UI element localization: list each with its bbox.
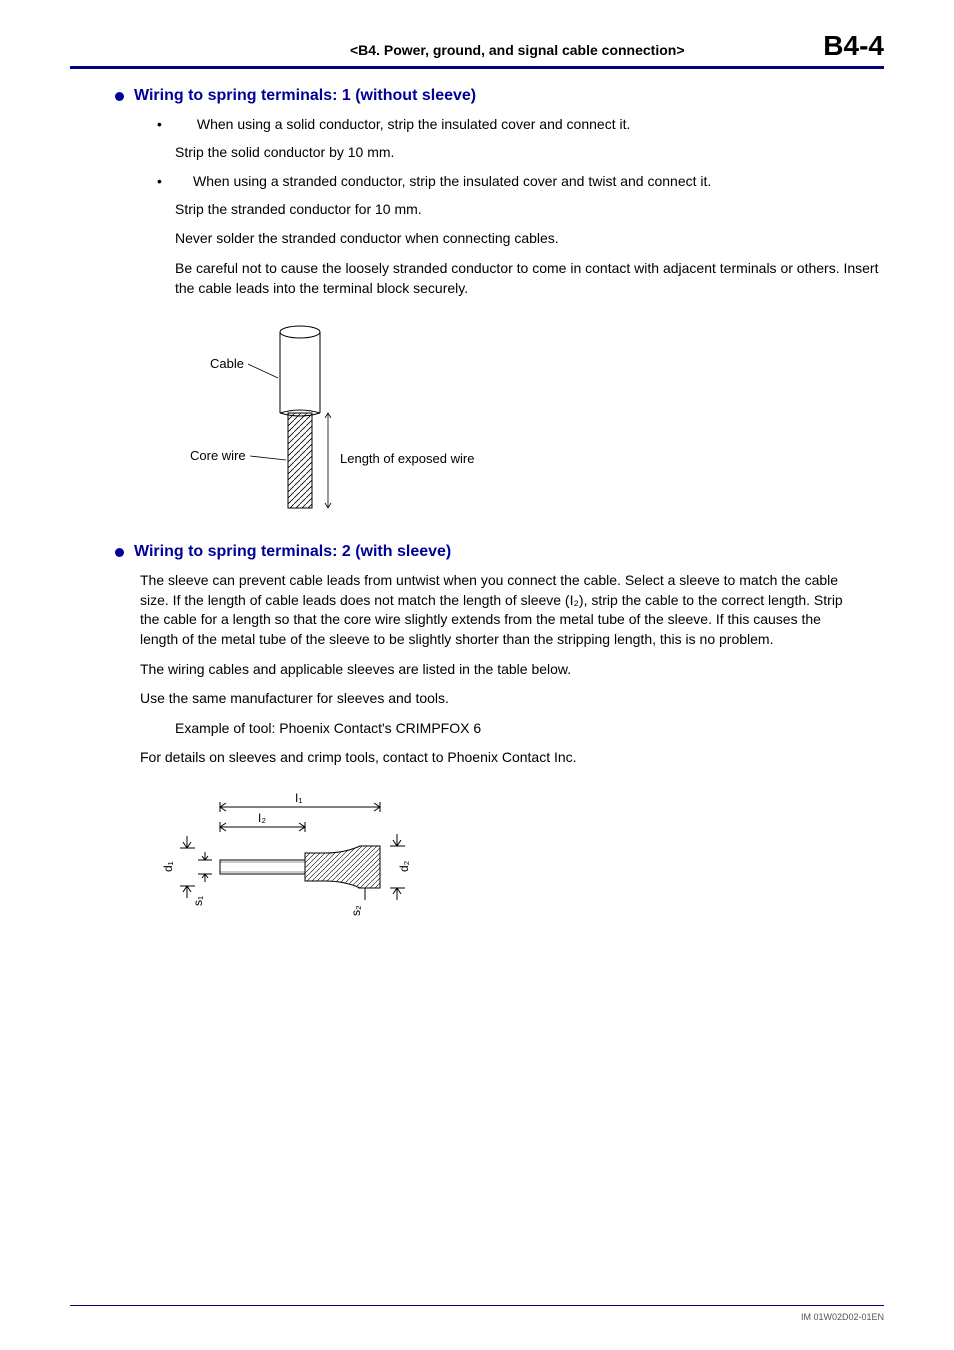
section1-list: • When using a solid conductor, strip th…: [70, 115, 884, 135]
footer-text: IM 01W02D02-01EN: [801, 1312, 884, 1322]
list-item-sub: Strip the stranded conductor for 10 mm.: [175, 200, 884, 220]
label-core: Core wire: [190, 448, 246, 463]
section2-para: The sleeve can prevent cable leads from …: [140, 571, 854, 649]
bullet-dot-icon: •: [175, 172, 193, 192]
section1-title: Wiring to spring terminals: 1 (without s…: [134, 87, 476, 105]
label-d2: d₂: [397, 860, 411, 872]
list-item: •When using a stranded conductor, strip …: [175, 172, 884, 192]
section1-note: Be careful not to cause the loosely stra…: [175, 259, 884, 298]
section1-heading: Wiring to spring terminals: 1 (without s…: [115, 87, 884, 105]
section2-example: Example of tool: Phoenix Contact's CRIMP…: [175, 719, 884, 739]
page-number: B4-4: [823, 30, 884, 62]
list-item-text: When using a stranded conductor, strip t…: [193, 173, 711, 189]
section2-heading: Wiring to spring terminals: 2 (with slee…: [115, 543, 884, 561]
list-item-text: When using a solid conductor, strip the …: [193, 116, 630, 132]
section1-note: Never solder the stranded conductor when…: [175, 229, 884, 249]
label-l1: I₁: [295, 791, 302, 805]
section2-para: Use the same manufacturer for sleeves an…: [140, 689, 854, 709]
page-footer: IM 01W02D02-01EN: [70, 1305, 884, 1322]
label-cable: Cable: [210, 356, 244, 371]
bullet-disc-icon: [115, 548, 124, 557]
cable-diagram-svg: Cable Core wire Length of exposed wire: [150, 318, 510, 518]
bullet-disc-icon: [115, 92, 124, 101]
list-item-sub: Strip the solid conductor by 10 mm.: [175, 143, 884, 163]
page-header: <B4. Power, ground, and signal cable con…: [70, 30, 884, 69]
sleeve-diagram-svg: I₁ I₂ d₁ s₁: [150, 788, 490, 938]
bullet-dot-icon: •: [175, 115, 193, 135]
figure-cable: Cable Core wire Length of exposed wire: [150, 318, 884, 523]
label-d1: d₁: [161, 861, 175, 872]
page: <B4. Power, ground, and signal cable con…: [0, 0, 954, 1350]
label-s2: s₂: [349, 905, 363, 916]
label-length: Length of exposed wire: [340, 451, 474, 466]
label-s1: s₁: [191, 896, 205, 906]
section2-title: Wiring to spring terminals: 2 (with slee…: [134, 543, 451, 561]
section2-para: The wiring cables and applicable sleeves…: [140, 660, 854, 680]
section2-final: For details on sleeves and crimp tools, …: [140, 748, 854, 768]
chapter-title: <B4. Power, ground, and signal cable con…: [350, 42, 685, 58]
section1-list: •When using a stranded conductor, strip …: [70, 172, 884, 192]
figure-sleeve: I₁ I₂ d₁ s₁: [150, 788, 884, 943]
list-item: • When using a solid conductor, strip th…: [175, 115, 884, 135]
label-l2: I₂: [258, 811, 266, 825]
